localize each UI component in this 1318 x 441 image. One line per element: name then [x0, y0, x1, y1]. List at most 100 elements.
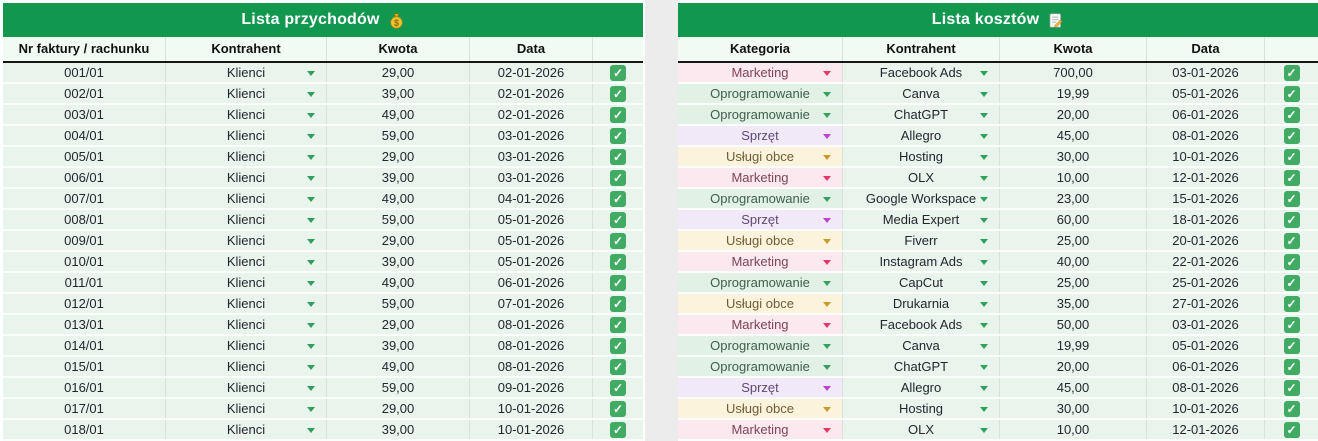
invoice-number-cell[interactable]: 006/01	[3, 168, 166, 187]
amount-cell[interactable]: 10,00	[1000, 168, 1147, 187]
amount-cell[interactable]: 39,00	[327, 420, 470, 439]
category-dropdown[interactable]: Marketing	[678, 252, 843, 271]
contractor-dropdown[interactable]: Klienci	[166, 378, 327, 397]
invoice-number-cell[interactable]: 009/01	[3, 231, 166, 250]
contractor-dropdown[interactable]: Canva	[843, 84, 1000, 103]
category-dropdown[interactable]: Oprogramowanie	[678, 273, 843, 292]
amount-cell[interactable]: 700,00	[1000, 63, 1147, 82]
category-dropdown[interactable]: Marketing	[678, 420, 843, 439]
invoice-number-cell[interactable]: 014/01	[3, 336, 166, 355]
invoice-number-cell[interactable]: 007/01	[3, 189, 166, 208]
contractor-dropdown[interactable]: Facebook Ads	[843, 315, 1000, 334]
date-cell[interactable]: 03-01-2026	[470, 168, 593, 187]
invoice-number-cell[interactable]: 001/01	[3, 63, 166, 82]
category-dropdown[interactable]: Oprogramowanie	[678, 357, 843, 376]
amount-cell[interactable]: 59,00	[327, 294, 470, 313]
category-dropdown[interactable]: Usługi obce	[678, 294, 843, 313]
date-cell[interactable]: 08-01-2026	[470, 336, 593, 355]
amount-cell[interactable]: 39,00	[327, 336, 470, 355]
date-cell[interactable]: 08-01-2026	[470, 357, 593, 376]
category-dropdown[interactable]: Oprogramowanie	[678, 105, 843, 124]
contractor-dropdown[interactable]: Klienci	[166, 420, 327, 439]
amount-cell[interactable]: 29,00	[327, 231, 470, 250]
invoice-number-cell[interactable]: 018/01	[3, 420, 166, 439]
checkbox[interactable]: ✓	[610, 190, 626, 207]
invoice-number-cell[interactable]: 005/01	[3, 147, 166, 166]
contractor-dropdown[interactable]: Fiverr	[843, 231, 1000, 250]
date-cell[interactable]: 05-01-2026	[1147, 84, 1265, 103]
invoice-number-cell[interactable]: 011/01	[3, 273, 166, 292]
amount-cell[interactable]: 49,00	[327, 273, 470, 292]
amount-cell[interactable]: 19,99	[1000, 336, 1147, 355]
category-dropdown[interactable]: Marketing	[678, 168, 843, 187]
amount-cell[interactable]: 30,00	[1000, 147, 1147, 166]
contractor-dropdown[interactable]: Klienci	[166, 84, 327, 103]
date-cell[interactable]: 08-01-2026	[1147, 126, 1265, 145]
date-cell[interactable]: 06-01-2026	[470, 273, 593, 292]
checkbox[interactable]: ✓	[610, 295, 626, 312]
amount-cell[interactable]: 59,00	[327, 126, 470, 145]
date-cell[interactable]: 07-01-2026	[470, 294, 593, 313]
date-cell[interactable]: 27-01-2026	[1147, 294, 1265, 313]
category-dropdown[interactable]: Usługi obce	[678, 147, 843, 166]
checkbox[interactable]: ✓	[1283, 232, 1300, 249]
date-cell[interactable]: 08-01-2026	[470, 315, 593, 334]
amount-cell[interactable]: 29,00	[327, 63, 470, 82]
date-cell[interactable]: 20-01-2026	[1147, 231, 1265, 250]
checkbox[interactable]: ✓	[610, 211, 626, 228]
checkbox[interactable]: ✓	[610, 358, 626, 375]
invoice-number-cell[interactable]: 013/01	[3, 315, 166, 334]
contractor-dropdown[interactable]: Canva	[843, 336, 1000, 355]
contractor-dropdown[interactable]: Allegro	[843, 378, 1000, 397]
amount-cell[interactable]: 25,00	[1000, 231, 1147, 250]
invoice-number-cell[interactable]: 008/01	[3, 210, 166, 229]
contractor-dropdown[interactable]: Klienci	[166, 273, 327, 292]
category-dropdown[interactable]: Marketing	[678, 315, 843, 334]
amount-cell[interactable]: 39,00	[327, 84, 470, 103]
category-dropdown[interactable]: Oprogramowanie	[678, 84, 843, 103]
contractor-dropdown[interactable]: ChatGPT	[843, 105, 1000, 124]
contractor-dropdown[interactable]: Allegro	[843, 126, 1000, 145]
invoice-number-cell[interactable]: 012/01	[3, 294, 166, 313]
checkbox[interactable]: ✓	[1283, 316, 1300, 333]
date-cell[interactable]: 06-01-2026	[1147, 357, 1265, 376]
date-cell[interactable]: 10-01-2026	[1147, 399, 1265, 418]
category-dropdown[interactable]: Marketing	[678, 63, 843, 82]
checkbox[interactable]: ✓	[1283, 169, 1300, 186]
invoice-number-cell[interactable]: 015/01	[3, 357, 166, 376]
date-cell[interactable]: 04-01-2026	[470, 189, 593, 208]
amount-cell[interactable]: 49,00	[327, 357, 470, 376]
amount-cell[interactable]: 59,00	[327, 210, 470, 229]
contractor-dropdown[interactable]: Klienci	[166, 315, 327, 334]
contractor-dropdown[interactable]: ChatGPT	[843, 357, 1000, 376]
date-cell[interactable]: 25-01-2026	[1147, 273, 1265, 292]
checkbox[interactable]: ✓	[610, 64, 626, 81]
contractor-dropdown[interactable]: OLX	[843, 420, 1000, 439]
amount-cell[interactable]: 39,00	[327, 168, 470, 187]
checkbox[interactable]: ✓	[1283, 85, 1300, 102]
contractor-dropdown[interactable]: Klienci	[166, 126, 327, 145]
category-dropdown[interactable]: Usługi obce	[678, 399, 843, 418]
date-cell[interactable]: 03-01-2026	[1147, 315, 1265, 334]
contractor-dropdown[interactable]: Hosting	[843, 147, 1000, 166]
contractor-dropdown[interactable]: Klienci	[166, 147, 327, 166]
amount-cell[interactable]: 49,00	[327, 105, 470, 124]
amount-cell[interactable]: 45,00	[1000, 378, 1147, 397]
checkbox[interactable]: ✓	[610, 106, 626, 123]
checkbox[interactable]: ✓	[1283, 337, 1300, 354]
invoice-number-cell[interactable]: 004/01	[3, 126, 166, 145]
checkbox[interactable]: ✓	[1283, 64, 1300, 81]
amount-cell[interactable]: 20,00	[1000, 105, 1147, 124]
checkbox[interactable]: ✓	[610, 400, 626, 417]
category-dropdown[interactable]: Oprogramowanie	[678, 336, 843, 355]
contractor-dropdown[interactable]: Media Expert	[843, 210, 1000, 229]
checkbox[interactable]: ✓	[1283, 148, 1300, 165]
invoice-number-cell[interactable]: 016/01	[3, 378, 166, 397]
date-cell[interactable]: 02-01-2026	[470, 105, 593, 124]
contractor-dropdown[interactable]: Facebook Ads	[843, 63, 1000, 82]
amount-cell[interactable]: 45,00	[1000, 126, 1147, 145]
date-cell[interactable]: 05-01-2026	[470, 252, 593, 271]
date-cell[interactable]: 03-01-2026	[470, 147, 593, 166]
invoice-number-cell[interactable]: 002/01	[3, 84, 166, 103]
amount-cell[interactable]: 10,00	[1000, 420, 1147, 439]
